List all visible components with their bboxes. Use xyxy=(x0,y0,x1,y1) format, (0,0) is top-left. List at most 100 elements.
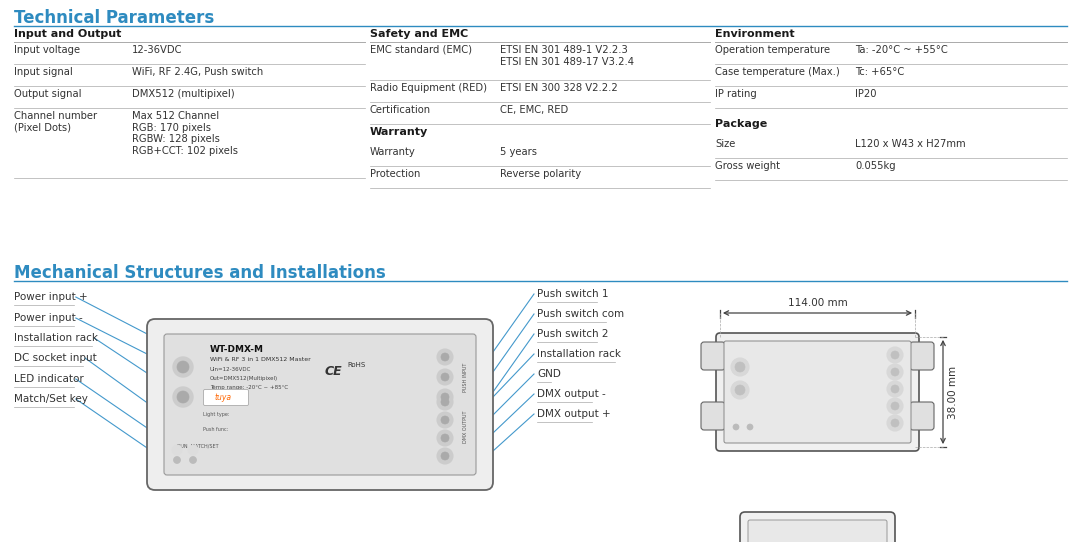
Text: RoHS: RoHS xyxy=(347,362,365,368)
Text: ETSI EN 300 328 V2.2.2: ETSI EN 300 328 V2.2.2 xyxy=(501,83,617,93)
Circle shape xyxy=(437,369,453,385)
Text: tuya: tuya xyxy=(215,393,232,403)
Text: Push func:: Push func: xyxy=(203,427,228,432)
Text: Package: Package xyxy=(715,119,768,129)
Circle shape xyxy=(437,448,453,464)
Circle shape xyxy=(441,416,449,424)
Circle shape xyxy=(173,387,193,407)
Text: Warranty: Warranty xyxy=(370,147,416,157)
Circle shape xyxy=(891,419,899,427)
Text: PUSH INPUT: PUSH INPUT xyxy=(463,362,468,392)
Text: Operation temperature: Operation temperature xyxy=(715,45,830,55)
Text: Match/Set key: Match/Set key xyxy=(14,394,88,404)
FancyBboxPatch shape xyxy=(740,512,895,542)
Text: Radio Equipment (RED): Radio Equipment (RED) xyxy=(370,83,488,93)
Text: IP20: IP20 xyxy=(855,89,877,99)
Text: DC socket input: DC socket input xyxy=(14,353,97,363)
Text: DMX output +: DMX output + xyxy=(537,409,611,419)
Circle shape xyxy=(731,381,749,399)
Text: 12-36VDC: 12-36VDC xyxy=(132,45,183,55)
Text: DMX OUTPUT: DMX OUTPUT xyxy=(463,411,468,443)
Text: Mechanical Structures and Installations: Mechanical Structures and Installations xyxy=(14,264,386,282)
Text: Uin=12-36VDC: Uin=12-36VDC xyxy=(210,367,252,372)
Circle shape xyxy=(888,415,903,431)
Text: Installation rack: Installation rack xyxy=(14,333,98,343)
Text: DMX512 (multipixel): DMX512 (multipixel) xyxy=(132,89,235,99)
Circle shape xyxy=(891,402,899,410)
FancyBboxPatch shape xyxy=(203,390,249,405)
Text: Safety and EMC: Safety and EMC xyxy=(370,29,468,39)
Circle shape xyxy=(441,373,449,381)
Text: Light type:: Light type: xyxy=(203,412,229,417)
Text: RUN  MATCH/SET: RUN MATCH/SET xyxy=(177,444,218,449)
Text: Gross weight: Gross weight xyxy=(715,161,780,171)
Circle shape xyxy=(437,389,453,405)
FancyBboxPatch shape xyxy=(700,342,725,370)
Text: EMC standard (EMC): EMC standard (EMC) xyxy=(370,45,472,55)
Text: 0.055kg: 0.055kg xyxy=(855,161,896,171)
Circle shape xyxy=(735,362,745,372)
Circle shape xyxy=(441,434,449,442)
Circle shape xyxy=(747,424,753,430)
Text: LED indicator: LED indicator xyxy=(14,374,83,384)
Text: Case temperature (Max.): Case temperature (Max.) xyxy=(715,67,840,77)
Circle shape xyxy=(441,452,449,460)
Circle shape xyxy=(177,391,189,403)
Circle shape xyxy=(441,393,449,401)
Circle shape xyxy=(437,412,453,428)
Circle shape xyxy=(437,394,453,410)
Circle shape xyxy=(437,349,453,365)
Circle shape xyxy=(173,456,181,463)
Text: Power input +: Power input + xyxy=(14,292,88,302)
Text: WiFi & RF 3 in 1 DMX512 Master: WiFi & RF 3 in 1 DMX512 Master xyxy=(210,357,310,362)
Text: Out=DMX512(Multipixel): Out=DMX512(Multipixel) xyxy=(210,376,278,381)
Text: Technical Parameters: Technical Parameters xyxy=(14,9,214,27)
Text: Push switch 2: Push switch 2 xyxy=(537,329,609,339)
Text: Protection: Protection xyxy=(370,169,421,179)
Text: Warranty: Warranty xyxy=(370,127,428,137)
Text: Tc: +65°C: Tc: +65°C xyxy=(855,67,904,77)
Text: WT-DMX-M: WT-DMX-M xyxy=(210,345,264,354)
Circle shape xyxy=(189,456,197,463)
Text: Output signal: Output signal xyxy=(14,89,81,99)
Text: Reverse polarity: Reverse polarity xyxy=(501,169,582,179)
Text: 38.00 mm: 38.00 mm xyxy=(948,365,958,418)
Text: Power input -: Power input - xyxy=(14,313,83,323)
Text: Installation rack: Installation rack xyxy=(537,349,620,359)
Text: WiFi, RF 2.4G, Push switch: WiFi, RF 2.4G, Push switch xyxy=(132,67,264,77)
FancyBboxPatch shape xyxy=(164,334,476,475)
FancyBboxPatch shape xyxy=(716,333,919,451)
Circle shape xyxy=(441,353,449,361)
Circle shape xyxy=(441,398,449,406)
Circle shape xyxy=(888,347,903,363)
Text: CE: CE xyxy=(325,365,343,378)
Text: Input signal: Input signal xyxy=(14,67,72,77)
Text: Push switch com: Push switch com xyxy=(537,309,624,319)
FancyBboxPatch shape xyxy=(910,402,934,430)
Text: Temp range: -20°C ~ +85°C: Temp range: -20°C ~ +85°C xyxy=(210,385,289,390)
FancyBboxPatch shape xyxy=(724,341,911,443)
Circle shape xyxy=(172,445,182,455)
Text: Input and Output: Input and Output xyxy=(14,29,121,39)
Text: Size: Size xyxy=(715,139,735,149)
Circle shape xyxy=(888,381,903,397)
Text: GND: GND xyxy=(537,369,561,379)
Circle shape xyxy=(188,445,198,455)
Circle shape xyxy=(177,361,189,373)
Circle shape xyxy=(891,385,899,393)
Text: DMX output -: DMX output - xyxy=(537,389,605,399)
Circle shape xyxy=(733,424,739,430)
Text: Push switch 1: Push switch 1 xyxy=(537,289,609,299)
FancyBboxPatch shape xyxy=(748,520,888,542)
FancyBboxPatch shape xyxy=(910,342,934,370)
Text: Channel number
(Pixel Dots): Channel number (Pixel Dots) xyxy=(14,111,97,133)
Text: IP rating: IP rating xyxy=(715,89,757,99)
Circle shape xyxy=(731,358,749,376)
Text: Certification: Certification xyxy=(370,105,431,115)
Circle shape xyxy=(891,368,899,376)
Text: 5 years: 5 years xyxy=(501,147,537,157)
FancyBboxPatch shape xyxy=(700,402,725,430)
Circle shape xyxy=(888,364,903,380)
Circle shape xyxy=(891,351,899,359)
Circle shape xyxy=(735,385,745,395)
